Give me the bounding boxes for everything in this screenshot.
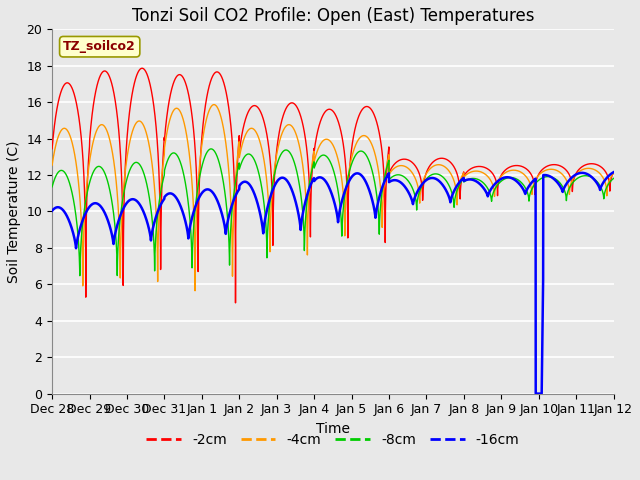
Legend: -2cm, -4cm, -8cm, -16cm: -2cm, -4cm, -8cm, -16cm — [141, 427, 525, 452]
Title: Tonzi Soil CO2 Profile: Open (East) Temperatures: Tonzi Soil CO2 Profile: Open (East) Temp… — [132, 7, 534, 25]
Text: TZ_soilco2: TZ_soilco2 — [63, 40, 136, 53]
X-axis label: Time: Time — [316, 422, 350, 436]
Y-axis label: Soil Temperature (C): Soil Temperature (C) — [7, 140, 21, 283]
